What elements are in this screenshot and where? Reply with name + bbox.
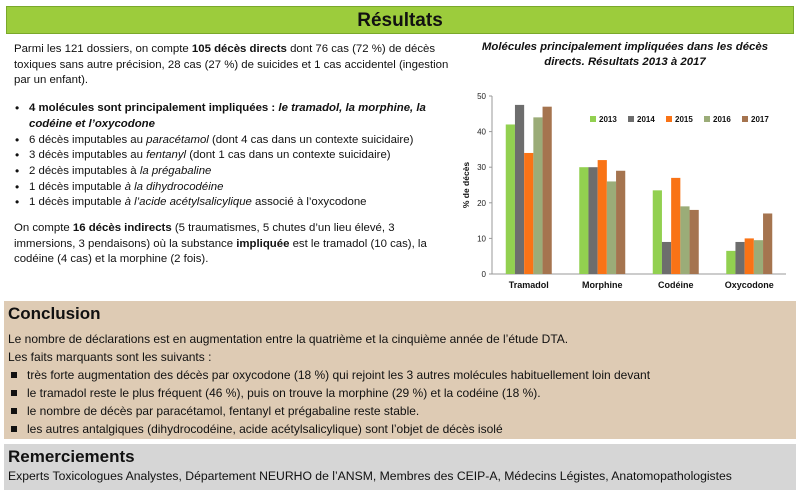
category-label: Tramadol — [509, 280, 549, 290]
legend-swatch-2014 — [628, 116, 634, 122]
conclusion-list: très forte augmentation des décès par ox… — [4, 366, 796, 438]
conclusion-section: Conclusion Le nombre de déclarations est… — [4, 301, 796, 439]
category-label: Codéine — [658, 280, 694, 290]
legend-swatch-2017 — [742, 116, 748, 122]
legend-label-2013: 2013 — [599, 115, 617, 124]
thanks-text: Experts Toxicologues Analystes, Départem… — [8, 469, 732, 483]
category-label: Morphine — [582, 280, 623, 290]
bar-tramadol-2013 — [505, 124, 515, 274]
intro-bold: 105 décès directs — [191, 43, 287, 55]
bar-morphine-2017 — [616, 170, 626, 274]
bullet-item: 4 molécules sont principalement impliqué… — [14, 101, 454, 132]
chart-title: Molécules principalement impliquées dans… — [481, 41, 769, 68]
legend-label-2014: 2014 — [637, 115, 655, 124]
intro-text: Parmi les 121 dossiers, on compte — [14, 43, 192, 55]
bar-tramadol-2015 — [524, 152, 534, 274]
intro-paragraph: Parmi les 121 dossiers, on compte 105 dé… — [14, 42, 454, 89]
bullet-item: 1 décès imputable à l’acide acétylsalicy… — [14, 195, 454, 211]
bar-oxycodone-2013 — [726, 250, 736, 274]
conclusion-item: très forte augmentation des décès par ox… — [8, 366, 796, 384]
bar-oxycodone-2015 — [744, 238, 754, 274]
molecule-bullet-list: 4 molécules sont principalement impliqué… — [14, 101, 454, 211]
y-tick-label: 0 — [482, 270, 487, 279]
bar-chart: 0 10 20 30 40 50 % de décès Tramadol Morphine Cod… — [458, 84, 790, 300]
conclusion-item: le nombre de décès par paracétamol, fent… — [8, 402, 796, 420]
bullet-item: 1 décès imputable à la dihydrocodéine — [14, 180, 454, 196]
bar-codéine-2014 — [661, 241, 672, 274]
y-axis-label: % de décès — [461, 162, 471, 209]
y-tick-label: 50 — [477, 92, 486, 101]
intro-text-after: dont 76 cas (72 %) de décès toxiques san… — [14, 43, 449, 87]
y-tick-label: 40 — [477, 128, 486, 137]
conclusion-line-2: Les faits marquants sont les suivants : — [8, 350, 212, 364]
bar-chart-svg: 0 10 20 30 40 50 % de décès Tramadol Morphine Cod… — [461, 92, 786, 290]
y-tick-label: 10 — [477, 234, 486, 243]
category-label: Oxycodone — [725, 280, 774, 290]
legend-label-2016: 2016 — [713, 115, 731, 124]
thanks-section: Remerciements Experts Toxicologues Analy… — [4, 444, 796, 490]
results-text: Parmi les 121 dossiers, on compte 105 dé… — [14, 42, 454, 268]
legend-label-2017: 2017 — [751, 115, 769, 124]
bar-tramadol-2016 — [533, 117, 543, 274]
bar-morphine-2013 — [579, 167, 589, 274]
legend-swatch-2015 — [666, 116, 672, 122]
bullet-item: 6 décès imputables au paracétamol (dont … — [14, 133, 454, 149]
bar-morphine-2016 — [606, 181, 617, 274]
conclusion-title: Conclusion — [8, 304, 101, 323]
bar-codéine-2013 — [652, 190, 662, 274]
bar-tramadol-2017 — [542, 106, 552, 275]
bar-oxycodone-2017 — [763, 213, 773, 274]
bar-tramadol-2014 — [514, 104, 525, 275]
thanks-title: Remerciements — [8, 447, 135, 466]
conclusion-line-1: Le nombre de déclarations est en augment… — [8, 332, 569, 346]
legend-label-2015: 2015 — [675, 115, 693, 124]
conclusion-item: les autres antalgiques (dihydrocodéine, … — [8, 420, 796, 438]
bar-morphine-2015 — [597, 160, 607, 274]
bar-oxycodone-2016 — [753, 240, 764, 274]
y-tick-label: 30 — [477, 163, 486, 172]
bar-codéine-2015 — [671, 177, 681, 274]
bullet-item: 2 décès imputables à la prégabaline — [14, 164, 454, 180]
bar-codéine-2016 — [680, 206, 690, 274]
bar-morphine-2014 — [588, 167, 598, 274]
legend-swatch-2013 — [590, 116, 596, 122]
bar-oxycodone-2014 — [735, 241, 745, 274]
y-tick-label: 20 — [477, 199, 486, 208]
bullet-item: 3 décès imputables au fentanyl (dont 1 c… — [14, 148, 454, 164]
conclusion-item: le tramadol reste le plus fréquent (46 %… — [8, 384, 796, 402]
bar-codéine-2017 — [689, 209, 699, 274]
legend-swatch-2016 — [704, 116, 710, 122]
results-title: Résultats — [6, 6, 794, 34]
indirect-paragraph: On compte 16 décès indirects (5 traumati… — [14, 222, 427, 266]
